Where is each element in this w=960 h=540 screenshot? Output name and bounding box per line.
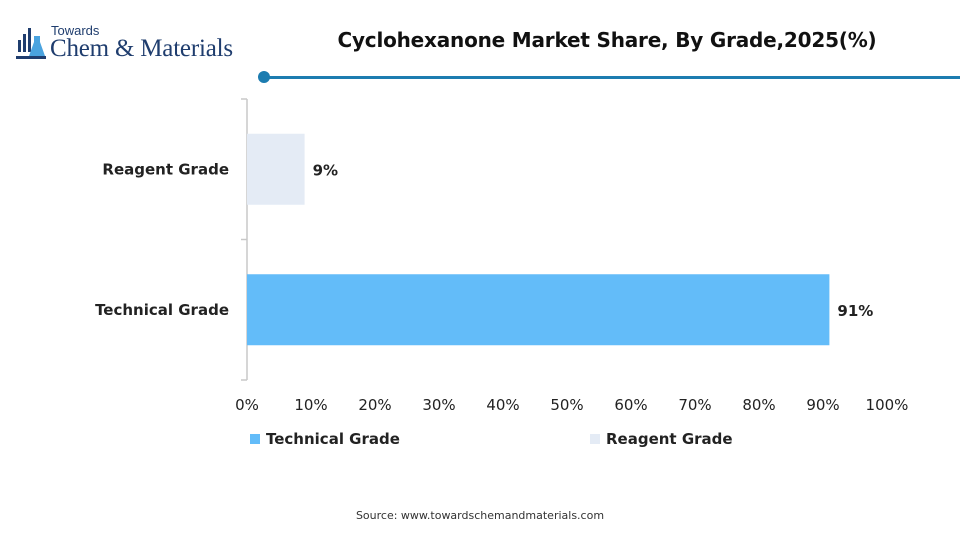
x-tick-label: 60% <box>614 396 647 414</box>
x-tick-label: 0% <box>235 396 259 414</box>
brand-line1: Towards <box>51 23 100 38</box>
legend-swatch-technical <box>250 434 260 444</box>
x-tick-label: 40% <box>486 396 519 414</box>
category-label-technical-grade: Technical Grade <box>95 301 229 319</box>
legend-label-technical: Technical Grade <box>266 430 400 448</box>
x-tick-label: 20% <box>358 396 391 414</box>
bar-technical-grade <box>247 274 830 346</box>
legend-label-reagent: Reagent Grade <box>606 430 733 448</box>
legend-item-technical-grade: Technical Grade <box>250 430 400 448</box>
header-divider <box>264 76 960 79</box>
x-tick-label: 100% <box>866 396 909 414</box>
chart-title: Cyclohexanone Market Share, By Grade,202… <box>337 28 877 52</box>
x-tick-label: 30% <box>422 396 455 414</box>
x-tick-label: 10% <box>294 396 327 414</box>
brand-logo: Towards Chem & Materials <box>16 22 256 68</box>
legend-swatch-reagent <box>590 434 600 444</box>
x-tick-label: 90% <box>806 396 839 414</box>
x-tick-label: 50% <box>550 396 583 414</box>
flask-icon <box>16 28 46 59</box>
category-label-reagent-grade: Reagent Grade <box>102 160 229 178</box>
x-tick-label: 80% <box>742 396 775 414</box>
data-label-reagent-grade: 9% <box>313 161 338 179</box>
x-tick-label: 70% <box>678 396 711 414</box>
header-divider-dot <box>258 71 270 83</box>
data-label-technical-grade: 91% <box>837 302 873 320</box>
brand-line2: Chem & Materials <box>50 35 233 62</box>
source-note: Source: www.towardschemandmaterials.com <box>355 509 605 522</box>
legend-item-reagent-grade: Reagent Grade <box>590 430 733 448</box>
bar-reagent-grade <box>247 133 305 205</box>
